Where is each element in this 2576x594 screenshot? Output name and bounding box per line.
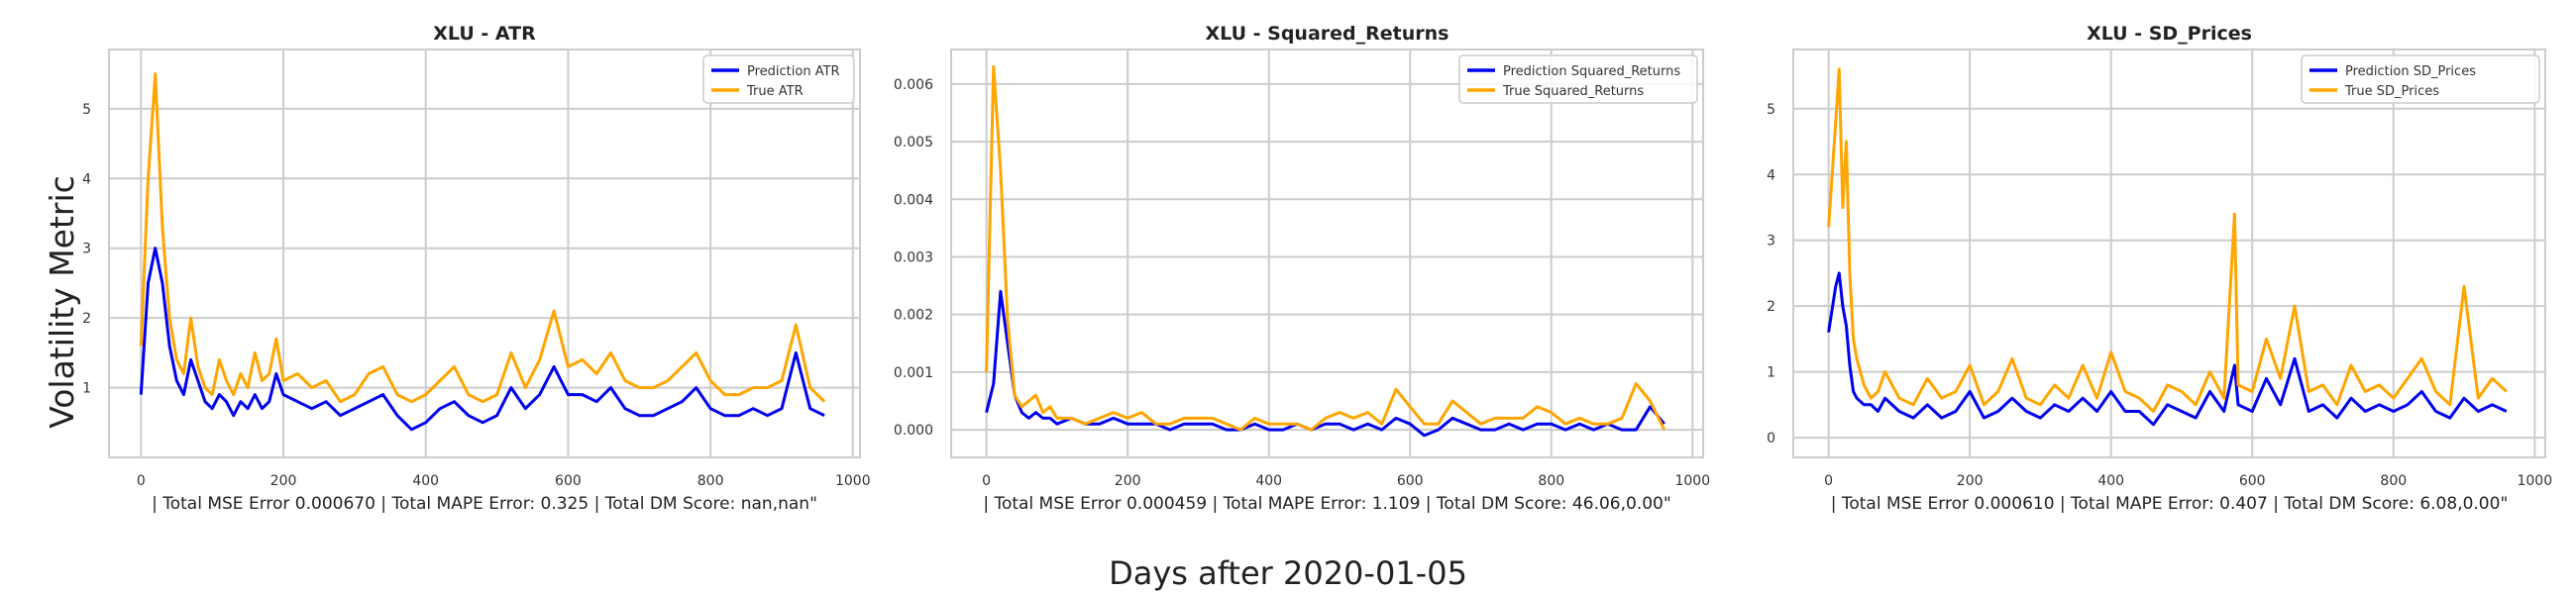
y-tick-label: 3 — [82, 242, 91, 257]
legend: Prediction SD_Prices True SD_Prices — [2301, 54, 2540, 104]
x-tick-label: 600 — [1397, 473, 1424, 489]
chart-xlabel: | Total MSE Error 0.000670 | Total MAPE … — [152, 494, 817, 514]
x-tick-label: 200 — [1957, 473, 1984, 489]
y-tick-label: 1 — [82, 381, 91, 397]
series-line-prediction — [985, 289, 1665, 438]
figure-xlabel: Days after 2020-01-05 — [1109, 554, 1467, 592]
figure-ylabel: Volatility Metric — [43, 175, 81, 429]
x-tick-label: 600 — [555, 473, 582, 489]
series-line-true — [139, 72, 826, 404]
legend: Prediction Squared_Returns True Squared_R… — [1458, 54, 1698, 104]
y-tick-label: 0.006 — [894, 77, 933, 93]
x-tick-label: 600 — [2239, 473, 2266, 489]
y-tick-label: 0.002 — [894, 308, 933, 324]
x-tick-label: 400 — [412, 473, 439, 489]
legend-label: Prediction ATR — [747, 64, 840, 79]
x-tick-label: 0 — [137, 473, 146, 489]
plot-area — [1793, 50, 2545, 457]
x-tick-label: 1000 — [2517, 473, 2552, 489]
series-line-true — [985, 65, 1666, 432]
chart-xlabel: | Total MSE Error 0.000459 | Total MAPE … — [983, 494, 1670, 514]
y-tick-label: 5 — [82, 102, 91, 118]
chart-title: XLU - SD_Prices — [2087, 23, 2252, 45]
chart-panel-1: 0 200 400 600 800 1000 1 2 3 4 5 XLU - ATR | Total M… — [82, 23, 871, 514]
legend-label: Prediction SD_Prices — [2345, 64, 2476, 79]
x-tick-label: 0 — [982, 473, 991, 489]
chart-panel-2: 0 200 400 600 800 1000 0.000 0.001 0.002 0.003 0.0… — [894, 23, 1710, 514]
legend: Prediction ATR True ATR — [702, 54, 855, 104]
y-tick-label: 0.000 — [894, 423, 933, 439]
y-tick-label: 0.001 — [894, 365, 933, 381]
series-line-prediction — [139, 247, 825, 432]
x-tick-label: 800 — [1538, 473, 1564, 489]
x-tick-label: 200 — [1115, 473, 1141, 489]
legend-label: Prediction Squared_Returns — [1503, 64, 1680, 79]
legend-label: True SD_Prices — [2344, 84, 2439, 99]
x-tick-label: 800 — [698, 473, 724, 489]
y-tick-label: 4 — [82, 171, 91, 187]
y-tick-label: 0 — [1767, 431, 1775, 446]
chart-panel-3: 0 200 400 600 800 1000 0 1 2 3 4 5 XLU - SD_Prices | … — [1767, 23, 2552, 514]
y-tick-label: 0.004 — [894, 192, 933, 208]
legend-label: True ATR — [746, 84, 804, 99]
series-line-true — [1827, 67, 2508, 413]
y-tick-label: 2 — [1767, 299, 1775, 315]
x-tick-label: 400 — [2097, 473, 2124, 489]
plot-frame — [108, 49, 861, 458]
x-tick-label: 1000 — [835, 473, 871, 489]
x-tick-label: 0 — [1824, 473, 1833, 489]
series-line-prediction — [1827, 271, 2508, 427]
chart-xlabel: | Total MSE Error 0.000610 | Total MAPE … — [1831, 494, 2509, 514]
y-tick-label: 2 — [82, 311, 91, 327]
legend-box — [2301, 54, 2540, 104]
y-tick-label: 0.005 — [894, 135, 933, 150]
y-tick-label: 5 — [1767, 102, 1775, 118]
plot-frame — [950, 49, 1704, 458]
x-tick-label: 400 — [1255, 473, 1282, 489]
plot-area — [951, 50, 1703, 457]
y-tick-label: 0.003 — [894, 249, 933, 265]
y-tick-label: 4 — [1767, 167, 1775, 183]
legend-box — [1458, 54, 1698, 104]
chart-title: XLU - Squared_Returns — [1206, 23, 1449, 45]
y-tick-label: 1 — [1767, 365, 1775, 381]
x-tick-label: 800 — [2380, 473, 2407, 489]
plot-frame — [1792, 49, 2546, 458]
y-tick-label: 3 — [1767, 234, 1775, 249]
legend-label: True Squared_Returns — [1502, 84, 1644, 99]
chart-title: XLU - ATR — [433, 23, 536, 45]
legend-box — [702, 54, 855, 104]
x-tick-label: 200 — [270, 473, 297, 489]
x-tick-label: 1000 — [1674, 473, 1710, 489]
